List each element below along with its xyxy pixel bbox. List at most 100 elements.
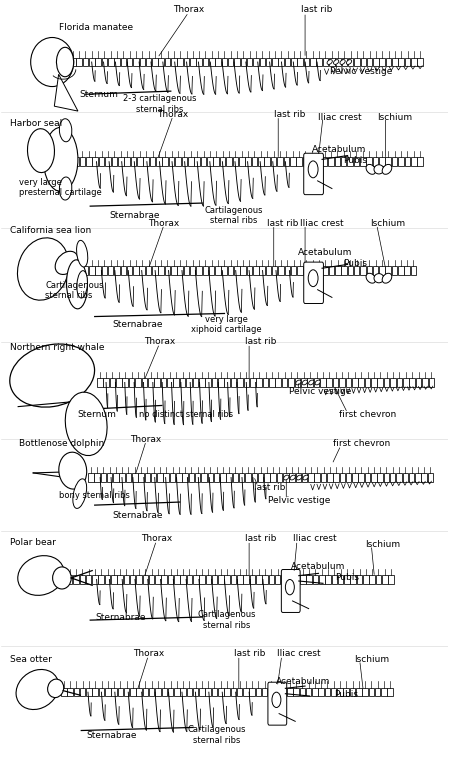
FancyBboxPatch shape xyxy=(326,379,332,386)
FancyBboxPatch shape xyxy=(187,688,192,697)
FancyBboxPatch shape xyxy=(61,688,66,697)
FancyBboxPatch shape xyxy=(285,58,291,66)
FancyBboxPatch shape xyxy=(415,473,421,482)
FancyBboxPatch shape xyxy=(212,575,217,584)
Text: Florida manatee: Florida manatee xyxy=(59,23,133,32)
FancyBboxPatch shape xyxy=(373,58,379,66)
FancyBboxPatch shape xyxy=(335,157,340,166)
FancyBboxPatch shape xyxy=(151,473,156,482)
FancyBboxPatch shape xyxy=(233,157,238,166)
FancyBboxPatch shape xyxy=(379,58,385,66)
FancyBboxPatch shape xyxy=(366,157,372,166)
FancyBboxPatch shape xyxy=(190,58,196,66)
FancyBboxPatch shape xyxy=(186,379,192,386)
FancyBboxPatch shape xyxy=(194,157,200,166)
FancyBboxPatch shape xyxy=(83,58,88,66)
FancyBboxPatch shape xyxy=(95,266,101,275)
FancyBboxPatch shape xyxy=(130,575,136,584)
FancyBboxPatch shape xyxy=(323,58,328,66)
FancyBboxPatch shape xyxy=(247,58,252,66)
FancyBboxPatch shape xyxy=(428,379,434,386)
FancyBboxPatch shape xyxy=(352,379,357,386)
FancyBboxPatch shape xyxy=(309,157,315,166)
FancyBboxPatch shape xyxy=(398,58,404,66)
FancyBboxPatch shape xyxy=(287,688,293,697)
FancyBboxPatch shape xyxy=(392,58,398,66)
Text: Ischium: Ischium xyxy=(354,655,389,664)
FancyBboxPatch shape xyxy=(328,157,334,166)
FancyBboxPatch shape xyxy=(111,688,117,697)
FancyBboxPatch shape xyxy=(277,157,283,166)
FancyBboxPatch shape xyxy=(99,157,105,166)
FancyBboxPatch shape xyxy=(348,58,353,66)
FancyBboxPatch shape xyxy=(108,266,114,275)
FancyBboxPatch shape xyxy=(405,266,410,275)
FancyBboxPatch shape xyxy=(310,58,316,66)
FancyBboxPatch shape xyxy=(333,379,339,386)
FancyBboxPatch shape xyxy=(329,266,334,275)
FancyBboxPatch shape xyxy=(354,266,360,275)
FancyBboxPatch shape xyxy=(377,473,383,482)
FancyBboxPatch shape xyxy=(158,266,164,275)
FancyBboxPatch shape xyxy=(88,473,93,482)
FancyBboxPatch shape xyxy=(313,575,318,584)
FancyBboxPatch shape xyxy=(278,58,284,66)
FancyBboxPatch shape xyxy=(290,157,295,166)
Text: last rib: last rib xyxy=(245,535,276,543)
FancyBboxPatch shape xyxy=(381,688,387,697)
FancyBboxPatch shape xyxy=(250,575,255,584)
Text: Thorax: Thorax xyxy=(149,219,180,227)
Ellipse shape xyxy=(59,177,72,200)
FancyBboxPatch shape xyxy=(276,379,281,386)
FancyBboxPatch shape xyxy=(392,157,397,166)
FancyBboxPatch shape xyxy=(158,58,164,66)
FancyBboxPatch shape xyxy=(405,58,410,66)
Ellipse shape xyxy=(73,478,87,508)
FancyBboxPatch shape xyxy=(86,688,92,697)
Ellipse shape xyxy=(66,260,88,309)
FancyBboxPatch shape xyxy=(209,58,215,66)
FancyBboxPatch shape xyxy=(177,58,183,66)
FancyBboxPatch shape xyxy=(201,473,207,482)
FancyBboxPatch shape xyxy=(175,157,181,166)
FancyBboxPatch shape xyxy=(422,473,427,482)
FancyBboxPatch shape xyxy=(140,266,145,275)
FancyBboxPatch shape xyxy=(369,688,374,697)
FancyBboxPatch shape xyxy=(386,58,392,66)
FancyBboxPatch shape xyxy=(322,266,328,275)
FancyBboxPatch shape xyxy=(312,688,317,697)
Ellipse shape xyxy=(327,60,332,65)
FancyBboxPatch shape xyxy=(346,473,352,482)
FancyBboxPatch shape xyxy=(314,473,320,482)
FancyBboxPatch shape xyxy=(89,266,95,275)
FancyBboxPatch shape xyxy=(320,379,326,386)
FancyBboxPatch shape xyxy=(133,266,139,275)
FancyBboxPatch shape xyxy=(281,575,287,584)
FancyBboxPatch shape xyxy=(127,58,132,66)
Ellipse shape xyxy=(10,344,95,407)
FancyBboxPatch shape xyxy=(255,688,261,697)
FancyBboxPatch shape xyxy=(182,473,188,482)
Text: Iliac crest: Iliac crest xyxy=(277,650,321,658)
FancyBboxPatch shape xyxy=(321,473,326,482)
Text: bony sternal ribs: bony sternal ribs xyxy=(59,491,130,500)
FancyBboxPatch shape xyxy=(86,575,92,584)
FancyBboxPatch shape xyxy=(107,473,112,482)
FancyBboxPatch shape xyxy=(149,688,154,697)
FancyBboxPatch shape xyxy=(347,157,353,166)
FancyBboxPatch shape xyxy=(285,266,290,275)
FancyBboxPatch shape xyxy=(117,575,123,584)
FancyBboxPatch shape xyxy=(375,688,380,697)
FancyBboxPatch shape xyxy=(342,58,347,66)
FancyBboxPatch shape xyxy=(234,58,240,66)
FancyBboxPatch shape xyxy=(231,379,237,386)
FancyBboxPatch shape xyxy=(103,379,109,386)
Text: Harbor seal: Harbor seal xyxy=(9,119,62,127)
Ellipse shape xyxy=(374,273,384,283)
FancyBboxPatch shape xyxy=(224,688,230,697)
FancyBboxPatch shape xyxy=(176,473,181,482)
FancyBboxPatch shape xyxy=(86,157,92,166)
FancyBboxPatch shape xyxy=(79,157,85,166)
FancyBboxPatch shape xyxy=(264,473,270,482)
FancyBboxPatch shape xyxy=(268,688,274,697)
